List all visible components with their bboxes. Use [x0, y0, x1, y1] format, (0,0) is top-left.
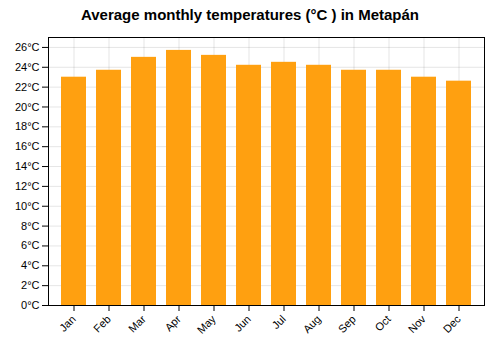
- svg-text:Oct: Oct: [372, 313, 393, 334]
- svg-text:Apr: Apr: [162, 313, 183, 334]
- svg-text:Aug: Aug: [301, 313, 323, 335]
- svg-text:2°C: 2°C: [21, 279, 40, 291]
- svg-text:Feb: Feb: [91, 313, 113, 335]
- svg-text:10°C: 10°C: [15, 200, 40, 212]
- svg-text:Mar: Mar: [126, 313, 148, 335]
- svg-text:26°C: 26°C: [15, 41, 40, 53]
- svg-text:4°C: 4°C: [21, 259, 40, 271]
- svg-text:24°C: 24°C: [15, 61, 40, 73]
- svg-text:Jul: Jul: [269, 313, 287, 331]
- svg-text:14°C: 14°C: [15, 160, 40, 172]
- svg-text:16°C: 16°C: [15, 140, 40, 152]
- svg-text:Jan: Jan: [57, 313, 78, 334]
- svg-text:Dec: Dec: [441, 312, 464, 335]
- html-text:Average monthly temperatures (: Average monthly temperatures (°C ) in Me…: [81, 6, 419, 23]
- svg-text:0°C: 0°C: [21, 299, 40, 311]
- svg-text:18°C: 18°C: [15, 120, 40, 132]
- svg-text:22°C: 22°C: [15, 81, 40, 93]
- svg-text:8°C: 8°C: [21, 220, 40, 232]
- svg-text:May: May: [195, 312, 219, 336]
- svg-text:6°C: 6°C: [21, 239, 40, 251]
- svg-text:Sep: Sep: [336, 313, 358, 335]
- svg-text:20°C: 20°C: [15, 101, 40, 113]
- svg-text:Nov: Nov: [406, 312, 429, 335]
- svg-text:Jun: Jun: [232, 313, 253, 334]
- svg-text:12°C: 12°C: [15, 180, 40, 192]
